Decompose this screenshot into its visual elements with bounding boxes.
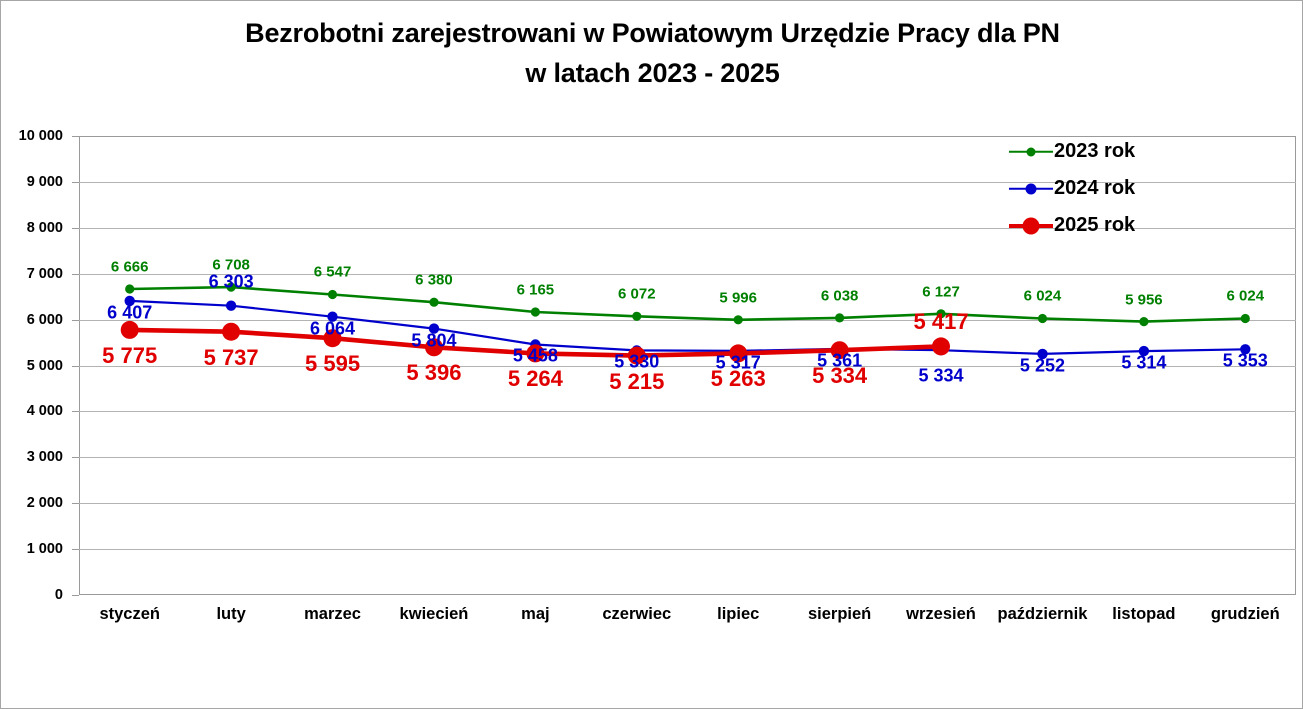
y-axis-tick-label: 4 000 — [26, 403, 63, 420]
data-point-label: 5 317 — [715, 352, 761, 373]
gridline — [79, 181, 1296, 183]
x-axis-tick-label: lipiec — [717, 605, 760, 623]
data-point-label: 5 737 — [203, 344, 259, 370]
data-point-label: 5 775 — [102, 342, 158, 368]
x-axis-tick-label: czerwiec — [602, 605, 672, 623]
y-axis-tick-mark — [72, 457, 79, 459]
y-axis-tick-mark — [72, 227, 79, 229]
data-point-label: 6 038 — [820, 287, 859, 305]
y-axis-tick-mark — [72, 503, 79, 505]
data-point-label: 6 708 — [212, 256, 250, 274]
data-point-label: 6 165 — [516, 281, 555, 299]
data-point-label: 5 334 — [812, 363, 868, 389]
x-axis-tick-label: sierpień — [807, 605, 872, 623]
data-point-label: 6 024 — [1023, 287, 1062, 305]
data-point-label: 5 804 — [411, 330, 457, 351]
data-point-label: 5 264 — [507, 366, 563, 392]
y-axis-tick-label: 10 000 — [18, 128, 63, 144]
data-point-label: 6 380 — [415, 271, 453, 289]
gridline — [79, 503, 1296, 505]
data-point-label: 5 956 — [1125, 291, 1163, 309]
data-point-label: 5 334 — [918, 365, 964, 386]
y-axis-tick-mark — [72, 319, 79, 321]
y-axis-tick-label: 6 000 — [26, 311, 63, 328]
y-axis-tick-mark — [72, 595, 79, 596]
data-point-label: 5 263 — [710, 366, 766, 392]
x-axis-tick-label: maj — [521, 605, 550, 623]
gridline — [79, 411, 1296, 413]
gridline — [79, 227, 1296, 229]
data-point-label: 6 407 — [107, 302, 153, 323]
data-point-label: 5 215 — [609, 368, 665, 394]
x-axis-tick-label: marzec — [304, 605, 361, 623]
y-axis-tick-mark — [72, 136, 79, 137]
legend-label: 2025 rok — [1054, 214, 1136, 236]
title-line-2: w latach 2023 - 2025 — [525, 58, 780, 88]
legend-item-2023-rok[interactable]: 2023 rok — [1009, 133, 1179, 170]
legend-item-2024-rok[interactable]: 2024 rok — [1009, 170, 1179, 207]
data-point-label: 5 314 — [1121, 352, 1167, 373]
gridline — [79, 457, 1296, 459]
data-point-label: 5 417 — [913, 309, 969, 335]
plot-area — [79, 136, 1296, 595]
data-point-label: 5 458 — [512, 345, 558, 366]
y-axis-tick-mark — [72, 411, 79, 413]
data-point-label: 6 072 — [618, 285, 656, 303]
data-point-label: 6 064 — [310, 318, 356, 339]
legend-label: 2024 rok — [1054, 177, 1136, 199]
y-axis-tick-mark — [72, 273, 79, 275]
data-point-label: 6 303 — [208, 271, 254, 292]
y-axis-tick-label: 0 — [54, 587, 63, 603]
y-axis-tick-label: 9 000 — [26, 173, 63, 190]
y-axis-tick-label: 5 000 — [26, 357, 63, 374]
legend: 2023 rok 2024 rok 2025 rok — [1009, 133, 1179, 244]
data-point-label: 5 595 — [305, 351, 361, 377]
data-point-label: 5 353 — [1222, 350, 1268, 371]
data-point-label: 5 330 — [614, 351, 660, 372]
legend-marker-icon — [1009, 180, 1053, 198]
gridline — [79, 319, 1296, 321]
y-axis-tick-label: 1 000 — [26, 541, 63, 558]
title-line-1: Bezrobotni zarejestrowani w Powiatowym U… — [245, 18, 1060, 48]
x-axis-tick-label: luty — [216, 605, 246, 623]
data-point-label: 6 547 — [313, 263, 352, 281]
data-point-label: 6 666 — [110, 258, 149, 276]
y-axis-tick-label: 7 000 — [26, 265, 63, 282]
gridline — [79, 273, 1296, 275]
y-axis-tick-label: 3 000 — [26, 449, 63, 466]
data-point-label: 5 396 — [406, 360, 462, 386]
data-point-label: 6 024 — [1226, 287, 1265, 305]
legend-marker-icon — [1009, 143, 1053, 161]
legend-item-2025-rok[interactable]: 2025 rok — [1009, 207, 1179, 244]
y-axis-tick-mark — [72, 365, 79, 367]
x-axis-tick-label: grudzień — [1210, 605, 1280, 623]
gridline — [79, 365, 1296, 367]
page-title: Bezrobotni zarejestrowani w Powiatowym U… — [1, 13, 1302, 93]
x-axis-tick-label: październik — [997, 605, 1088, 623]
y-axis-tick-label: 8 000 — [26, 219, 63, 236]
y-axis-tick-mark — [72, 549, 79, 551]
x-axis-tick-label: kwiecień — [399, 605, 469, 623]
legend-marker-icon — [1009, 217, 1053, 235]
x-axis-tick-label: listopad — [1112, 605, 1176, 623]
y-axis-tick-label: 2 000 — [26, 495, 63, 512]
data-point-label: 5 252 — [1019, 355, 1065, 376]
x-axis-tick-label: wrzesień — [906, 605, 976, 623]
y-axis-tick-mark — [72, 181, 79, 183]
data-point-label: 6 127 — [922, 283, 960, 301]
data-point-label: 5 996 — [719, 289, 757, 307]
gridline — [79, 549, 1296, 551]
legend-label: 2023 rok — [1054, 140, 1136, 162]
x-axis-tick-label: styczeń — [99, 605, 160, 623]
data-point-label: 5 361 — [817, 350, 863, 371]
